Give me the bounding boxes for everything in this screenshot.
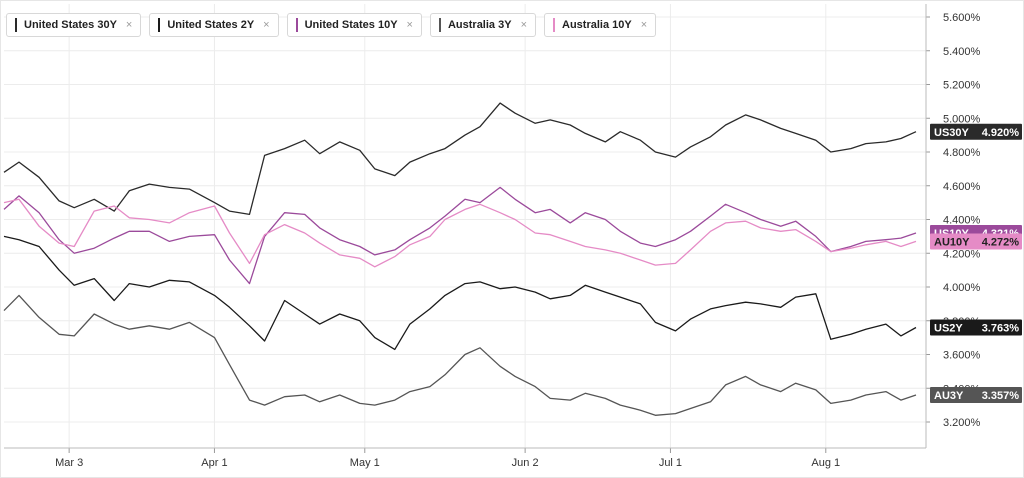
legend-label: United States 10Y bbox=[304, 19, 398, 31]
x-tick-label: Jul 1 bbox=[659, 457, 682, 469]
legend-item[interactable]: Australia 10Y × bbox=[544, 13, 657, 37]
y-tick-label: 3.200% bbox=[943, 417, 981, 429]
last-value-label-au10y: AU10Y 4.272% bbox=[930, 233, 1022, 250]
legend-swatch bbox=[295, 18, 298, 32]
y-tick-label: 3.600% bbox=[943, 350, 981, 362]
series-last-value: 4.272% bbox=[982, 236, 1020, 248]
close-icon[interactable]: × bbox=[263, 19, 270, 31]
y-tick-label: 4.600% bbox=[943, 181, 981, 193]
axes: 5.600% 5.400% 5.200% 5.000% 4.800% 4.600% 4.40… bbox=[4, 4, 981, 469]
last-value-labels: US30Y4.920%US10Y4.321%AU10Y4.272%US2Y3.7… bbox=[930, 123, 1022, 403]
y-tick-label: 5.400% bbox=[943, 46, 981, 58]
series-last-value: 4.920% bbox=[982, 127, 1020, 139]
series-short-label: AU3Y bbox=[934, 390, 964, 402]
close-icon[interactable]: × bbox=[520, 19, 527, 31]
series-last-value: 3.357% bbox=[982, 390, 1020, 402]
legend-item[interactable]: United States 30Y × bbox=[6, 13, 142, 37]
legend: United States 30Y × United States 2Y × Unite… bbox=[6, 13, 657, 37]
series-line-us30y[interactable] bbox=[3, 102, 917, 216]
x-tick-label: Jun 2 bbox=[512, 457, 539, 469]
y-tick-label: 4.400% bbox=[943, 215, 981, 227]
y-tick-label: 5.200% bbox=[943, 80, 981, 92]
close-icon[interactable]: × bbox=[125, 19, 133, 31]
legend-swatch bbox=[158, 18, 161, 32]
series-line-us2y[interactable] bbox=[3, 235, 917, 351]
legend-label: Australia 3Y bbox=[447, 19, 512, 31]
legend-label: United States 30Y bbox=[24, 19, 117, 31]
x-tick-label: Mar 3 bbox=[55, 457, 83, 469]
last-value-label-us30y: US30Y 4.920% bbox=[930, 123, 1022, 140]
y-tick-label: 5.600% bbox=[943, 12, 981, 24]
y-tick-label: 4.800% bbox=[943, 147, 981, 159]
last-value-label-au3y: AU3Y 3.357% bbox=[930, 387, 1022, 403]
legend-item[interactable]: Australia 3Y × bbox=[429, 13, 536, 37]
series-lines bbox=[3, 102, 917, 416]
close-icon[interactable]: × bbox=[406, 19, 413, 31]
legend-label: Australia 10Y bbox=[562, 19, 632, 31]
legend-item[interactable]: United States 10Y × bbox=[286, 13, 422, 37]
series-short-label: US30Y bbox=[934, 127, 970, 139]
x-tick-label: Apr 1 bbox=[201, 457, 227, 469]
legend-swatch bbox=[553, 18, 555, 32]
legend-swatch bbox=[15, 18, 17, 32]
close-icon[interactable]: × bbox=[640, 19, 648, 31]
legend-item[interactable]: United States 2Y × bbox=[149, 13, 279, 37]
legend-label: United States 2Y bbox=[167, 19, 255, 31]
y-tick-label: 4.000% bbox=[943, 282, 981, 294]
series-last-value: 3.763% bbox=[982, 323, 1020, 335]
last-value-label-us2y: US2Y 3.763% bbox=[930, 319, 1022, 336]
series-short-label: US2Y bbox=[934, 323, 963, 335]
legend-swatch bbox=[438, 18, 441, 32]
series-line-au3y[interactable] bbox=[3, 294, 917, 416]
series-line-us10y[interactable] bbox=[3, 186, 917, 285]
series-line-au10y[interactable] bbox=[3, 198, 917, 268]
y-tick-label: 4.200% bbox=[943, 248, 981, 260]
x-tick-label: May 1 bbox=[350, 457, 380, 469]
y-tick-label: 5.000% bbox=[943, 113, 981, 125]
x-tick-label: Aug 1 bbox=[811, 457, 840, 469]
series-short-label: AU10Y bbox=[934, 236, 970, 248]
